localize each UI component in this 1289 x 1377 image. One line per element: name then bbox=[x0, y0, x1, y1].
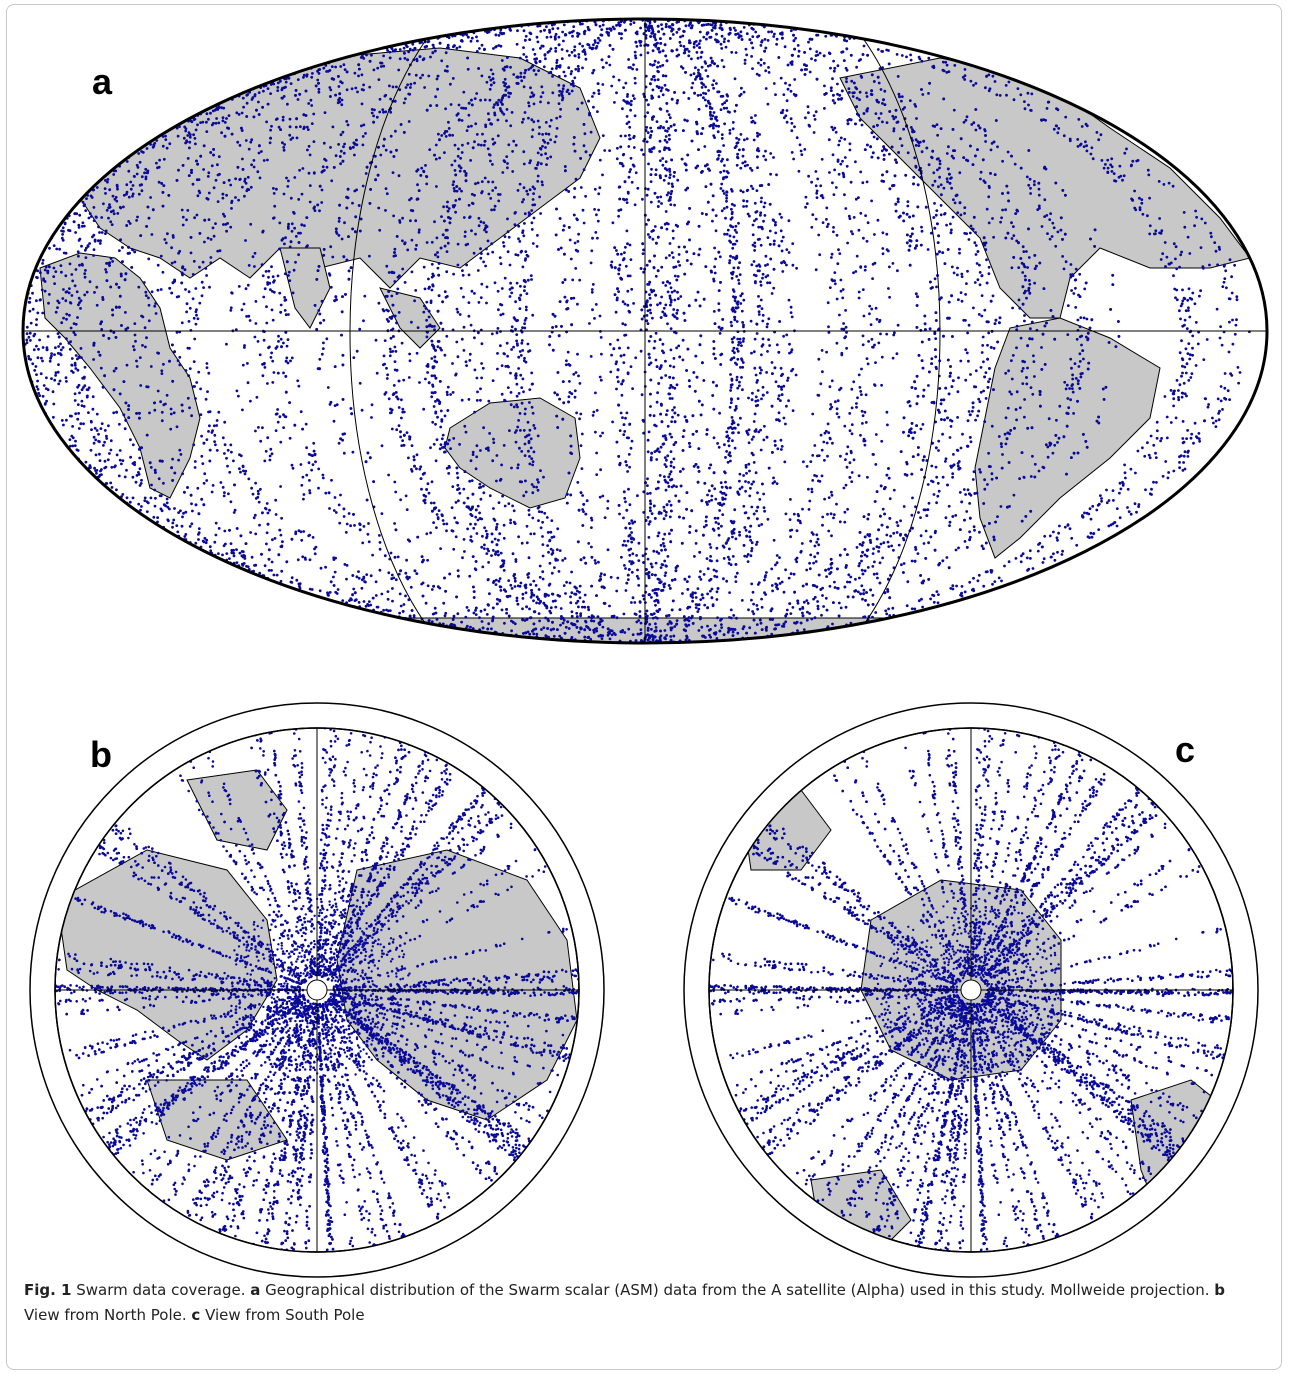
north-pole-map bbox=[29, 702, 605, 1278]
meridian-line-east bbox=[849, 20, 941, 643]
india-landmass bbox=[279, 247, 331, 329]
figure-caption: Fig. 1 Swarm data coverage. a Geographic… bbox=[24, 1278, 1264, 1328]
greenland-landmass bbox=[186, 769, 288, 851]
meridian-line-west bbox=[349, 20, 441, 643]
caption-c-text: View from South Pole bbox=[200, 1306, 365, 1324]
panel-label-a: a bbox=[92, 64, 112, 100]
caption-b-text: View from North Pole. bbox=[24, 1306, 191, 1324]
south-america-landmass bbox=[974, 317, 1161, 559]
south-pole-map bbox=[683, 702, 1259, 1278]
north-america-landmass bbox=[839, 57, 1251, 319]
caption-fig-label: Fig. 1 bbox=[24, 1281, 71, 1299]
southeast-asia-landmass bbox=[379, 287, 441, 349]
panel-label-b: b bbox=[90, 737, 112, 773]
swarm-data-points bbox=[55, 728, 579, 1252]
greenland-landmass bbox=[1119, 47, 1221, 119]
pole-gap bbox=[960, 979, 982, 1001]
caption-a-label: a bbox=[250, 1281, 260, 1299]
caption-title: Swarm data coverage. bbox=[71, 1281, 250, 1299]
map-border bbox=[708, 727, 1234, 1253]
caption-a-text: Geographical distribution of the Swarm s… bbox=[260, 1281, 1214, 1299]
swarm-data-points bbox=[709, 728, 1233, 1252]
australia-landmass bbox=[444, 397, 581, 509]
landmasses bbox=[56, 769, 578, 1161]
mollweide-map bbox=[21, 17, 1269, 645]
caption-b-label: b bbox=[1214, 1281, 1225, 1299]
map-border bbox=[54, 727, 580, 1253]
panel-label-c: c bbox=[1175, 732, 1195, 768]
swarm-data-points bbox=[23, 19, 1251, 643]
caption-c-label: c bbox=[191, 1306, 200, 1324]
pole-gap bbox=[306, 979, 328, 1001]
map-border bbox=[21, 17, 1269, 645]
